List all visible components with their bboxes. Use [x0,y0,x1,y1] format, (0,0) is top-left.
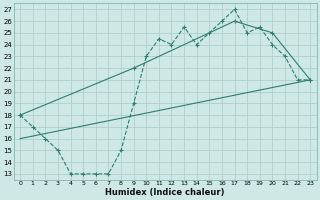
X-axis label: Humidex (Indice chaleur): Humidex (Indice chaleur) [106,188,225,197]
